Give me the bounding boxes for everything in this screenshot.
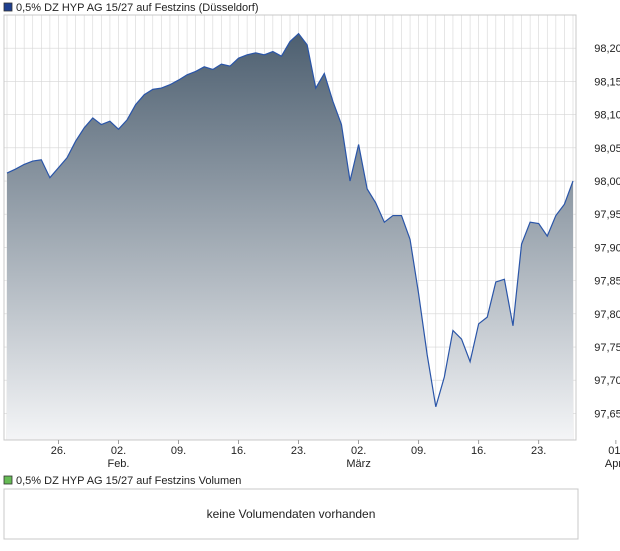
x-tick-label: 16.	[231, 445, 246, 457]
x-tick-label: 23.	[291, 445, 306, 457]
x-axis-ticks: 26.02.09.16.23.02.09.16.23.01.10.Feb.Mär…	[51, 440, 620, 470]
price-line	[6, 32, 574, 407]
volume-legend-swatch	[3, 475, 13, 485]
x-tick-label: 26.	[51, 445, 66, 457]
price-area	[7, 33, 573, 441]
price-legend-label: 0,5% DZ HYP AG 15/27 auf Festzins (Düsse…	[16, 2, 259, 14]
volume-legend-label: 0,5% DZ HYP AG 15/27 auf Festzins Volume…	[16, 475, 241, 487]
x-month-label: Feb.	[107, 458, 129, 470]
y-tick-label: 98,10	[594, 110, 620, 122]
y-tick-label: 97,65	[594, 408, 620, 420]
price-legend-swatch	[3, 2, 13, 12]
x-tick-label: 02.	[111, 445, 126, 457]
y-tick-label: 97,90	[594, 242, 620, 254]
y-tick-label: 98,15	[594, 76, 620, 88]
x-tick-label: 23.	[531, 445, 546, 457]
x-month-label: März	[346, 458, 370, 470]
x-tick-label: 09.	[171, 445, 186, 457]
y-tick-label: 98,00	[594, 176, 620, 188]
x-tick-label: 01.	[608, 445, 620, 457]
y-tick-label: 98,20	[594, 43, 620, 55]
x-tick-label: 09.	[411, 445, 426, 457]
y-tick-label: 98,05	[594, 143, 620, 155]
y-tick-label: 97,70	[594, 375, 620, 387]
y-tick-label: 97,85	[594, 276, 620, 288]
volume-empty-message: keine Volumendaten vorhanden	[207, 507, 376, 521]
y-tick-label: 97,75	[594, 342, 620, 354]
x-tick-label: 02.	[351, 445, 366, 457]
x-tick-label: 16.	[471, 445, 486, 457]
y-axis-ticks: 98,20 98,15 98,10 98,05 98,00 97,95 97,90 97,85…	[594, 43, 620, 420]
volume-plot-frame	[3, 488, 579, 540]
price-plot-frame	[3, 14, 577, 441]
y-tick-label: 97,80	[594, 309, 620, 321]
x-month-label: April	[605, 458, 620, 470]
y-tick-label: 97,95	[594, 209, 620, 221]
